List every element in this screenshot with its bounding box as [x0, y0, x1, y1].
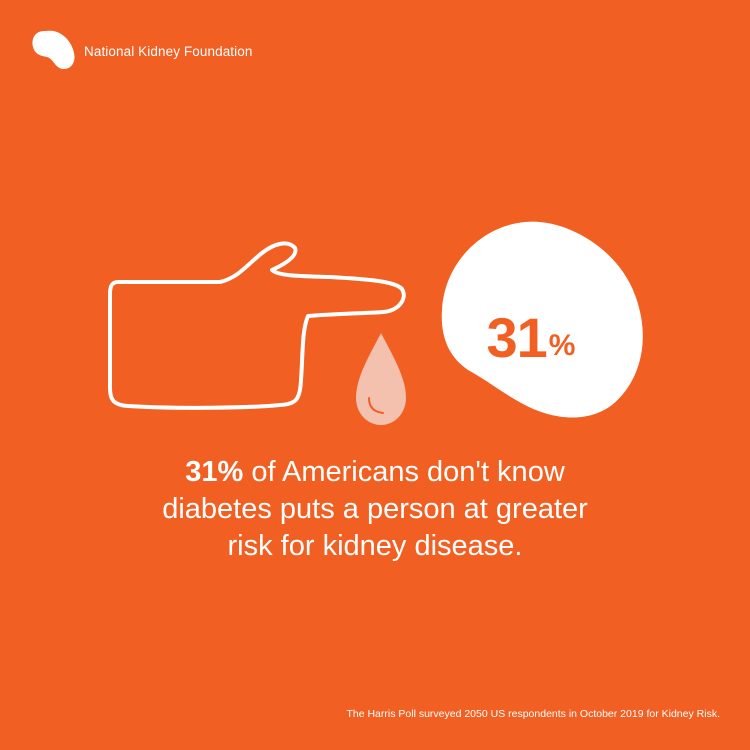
headline-stat: 31%: [185, 456, 244, 488]
pointing-hand-outline-icon: [108, 241, 406, 410]
percent-symbol: %: [548, 329, 576, 362]
blood-drop-icon: [356, 333, 406, 425]
drop-highlight: [368, 397, 384, 414]
kidney-bean-icon: [32, 30, 75, 69]
source-note: The Harris Poll surveyed 2050 US respond…: [346, 708, 720, 720]
headline-line-1: 31% of Americans don't know: [80, 454, 670, 491]
brand-header: National Kidney Foundation: [30, 30, 252, 70]
kidney-shape-icon: [441, 221, 643, 418]
kidney-percent-label: 31 %: [476, 296, 586, 366]
headline-line-2: diabetes puts a person at greater: [162, 493, 588, 525]
brand-name: National Kidney Foundation: [84, 43, 253, 59]
headline-line-1-rest: of Americans don't know: [243, 456, 565, 488]
headline-line-3: risk for kidney disease.: [227, 530, 523, 562]
percent-value: 31: [486, 306, 548, 369]
headline: 31% of Americans don't know diabetes put…: [80, 454, 670, 565]
